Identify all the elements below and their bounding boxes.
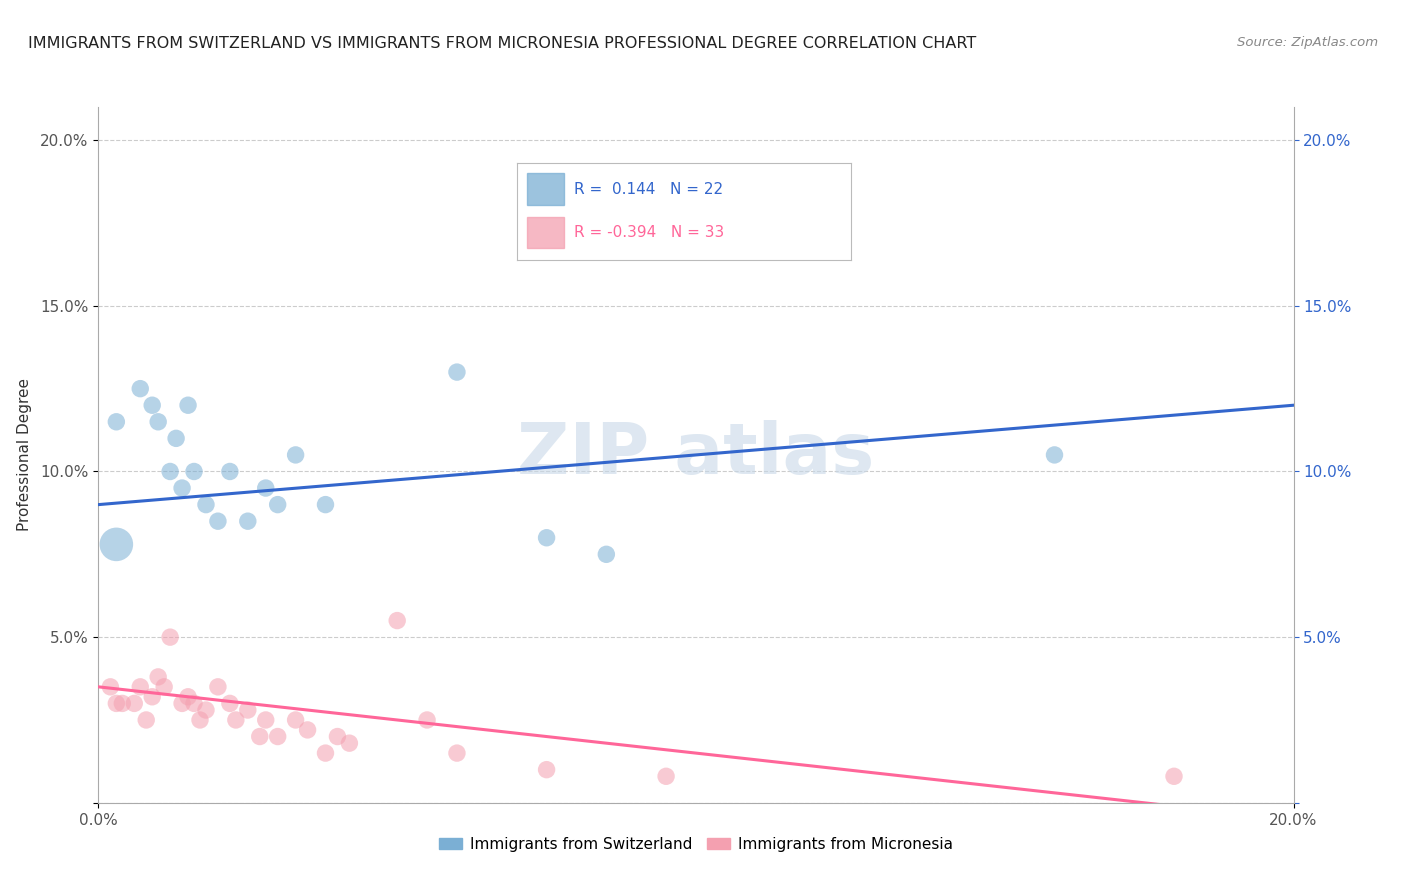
Point	[446, 365, 468, 379]
Point	[655, 769, 678, 783]
Point	[339, 736, 361, 750]
Point	[159, 465, 181, 479]
Point	[148, 670, 170, 684]
Point	[111, 697, 134, 711]
Point	[153, 680, 176, 694]
Point	[105, 697, 128, 711]
Point	[105, 415, 128, 429]
Point	[129, 680, 152, 694]
Point	[129, 382, 152, 396]
Point	[326, 730, 349, 744]
Point	[141, 398, 163, 412]
Point	[315, 746, 337, 760]
Point	[124, 697, 146, 711]
Text: Source: ZipAtlas.com: Source: ZipAtlas.com	[1237, 36, 1378, 49]
Point	[177, 690, 200, 704]
Point	[172, 481, 194, 495]
Point	[159, 630, 181, 644]
Legend: Immigrants from Switzerland, Immigrants from Micronesia: Immigrants from Switzerland, Immigrants …	[433, 830, 959, 858]
Point	[284, 713, 307, 727]
Point	[267, 498, 290, 512]
Point	[1163, 769, 1185, 783]
Point	[385, 614, 409, 628]
Point	[416, 713, 439, 727]
Point	[284, 448, 307, 462]
Text: ZIP atlas: ZIP atlas	[517, 420, 875, 490]
Point	[165, 431, 187, 445]
Point	[188, 713, 211, 727]
Point	[595, 547, 617, 561]
Point	[219, 465, 242, 479]
Point	[236, 514, 259, 528]
Point	[297, 723, 319, 737]
Point	[148, 415, 170, 429]
Point	[105, 537, 128, 551]
Point	[183, 465, 205, 479]
Point	[141, 690, 163, 704]
Point	[236, 703, 259, 717]
Point	[1043, 448, 1066, 462]
Point	[536, 763, 558, 777]
Point	[195, 498, 218, 512]
Point	[225, 713, 247, 727]
Y-axis label: Professional Degree: Professional Degree	[17, 378, 32, 532]
Point	[267, 730, 290, 744]
Point	[183, 697, 205, 711]
Point	[98, 680, 122, 694]
Point	[254, 713, 277, 727]
Text: IMMIGRANTS FROM SWITZERLAND VS IMMIGRANTS FROM MICRONESIA PROFESSIONAL DEGREE CO: IMMIGRANTS FROM SWITZERLAND VS IMMIGRANT…	[28, 36, 976, 51]
Point	[207, 680, 229, 694]
Point	[536, 531, 558, 545]
Point	[446, 746, 468, 760]
Point	[195, 703, 218, 717]
Point	[177, 398, 200, 412]
Point	[207, 514, 229, 528]
Point	[315, 498, 337, 512]
Point	[172, 697, 194, 711]
Point	[219, 697, 242, 711]
Point	[249, 730, 271, 744]
Point	[254, 481, 277, 495]
Point	[135, 713, 157, 727]
